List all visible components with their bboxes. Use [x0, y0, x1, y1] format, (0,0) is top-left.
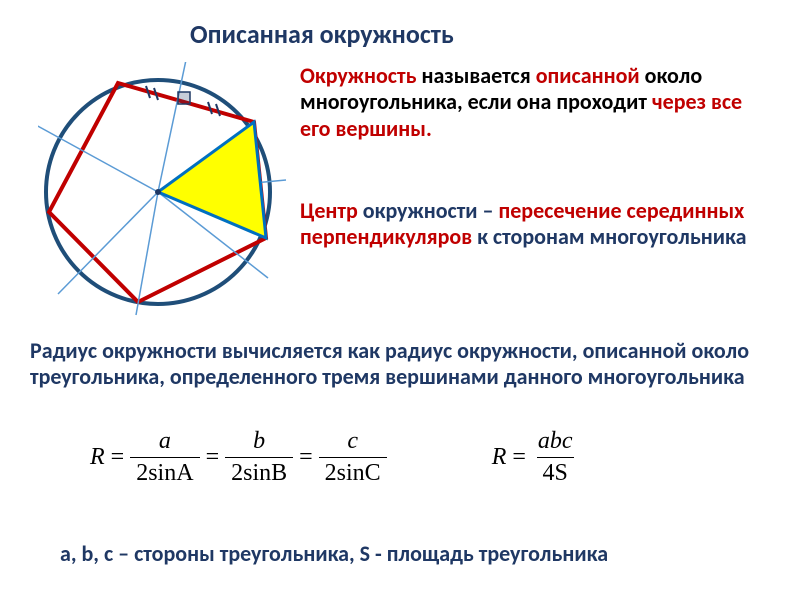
- area-formula: R = abc 4S: [492, 428, 579, 487]
- center-word-2: окружности –: [358, 197, 499, 224]
- geometry-diagram: [38, 62, 288, 327]
- radius-description: Радиус окружности вычисляется как радиус…: [30, 338, 750, 391]
- formula2-R: R: [492, 444, 507, 471]
- legend-text: a, b, c – стороны треугольника, S - площ…: [60, 540, 740, 567]
- def-word-2: называется: [416, 62, 535, 89]
- sine-rule-formula: R = a 2sinA = b 2sinB = c 2sinC: [90, 428, 387, 487]
- formula1-eq1: =: [111, 444, 125, 471]
- formula-row: R = a 2sinA = b 2sinB = c 2sinC R = abc …: [90, 428, 710, 487]
- frac-c: c 2sinC: [319, 428, 387, 487]
- formula2-eq: =: [512, 444, 526, 471]
- center-word-4: к сторонам многоугольника: [472, 223, 746, 250]
- frac-a: a 2sinA: [130, 428, 199, 487]
- page-title: Описанная окружность: [190, 18, 454, 50]
- formula1-eq3: =: [299, 444, 313, 471]
- formula1-R: R: [90, 444, 105, 471]
- formula1-eq2: =: [206, 444, 220, 471]
- frac-abc: abc 4S: [532, 428, 579, 487]
- definition-text: Окружность называется описанной около мн…: [300, 63, 760, 142]
- frac-b: b 2sinB: [225, 428, 293, 487]
- def-word-3: описанной: [536, 62, 640, 89]
- def-word-1: Окружность: [300, 62, 416, 89]
- center-word-1: Центр: [300, 197, 358, 224]
- center-text: Центр окружности – пересечение серединны…: [300, 198, 770, 251]
